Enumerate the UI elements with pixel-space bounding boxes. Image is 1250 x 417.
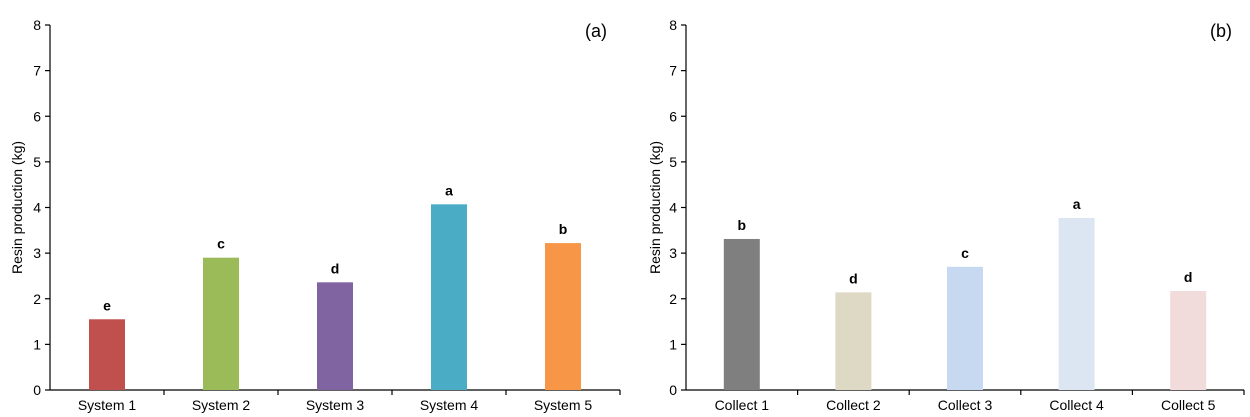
x-category-label: System 2	[192, 397, 251, 413]
significance-letter: e	[103, 297, 111, 313]
panel-a-chart: 0 1 2 3 4 5 6 7 8 Resin production (kg) (a) e System…	[9, 17, 621, 413]
panel-b-chart: 0 1 2 3 4 5 6 7 8 Resin production (kg) (b) b Collec…	[647, 17, 1245, 413]
x-category-label: Collect 4	[1049, 397, 1104, 413]
y-tick-label: 4	[33, 200, 41, 216]
x-category-label: System 1	[78, 397, 137, 413]
y-axis-title: Resin production (kg)	[647, 141, 663, 274]
significance-letter: c	[961, 245, 969, 261]
significance-letter: d	[1184, 269, 1193, 285]
bar-system-5	[545, 243, 581, 390]
y-tick-label: 4	[669, 200, 677, 216]
bar-system-1	[89, 319, 125, 390]
y-tick-label: 5	[669, 154, 677, 170]
bar-collect-3	[947, 266, 983, 390]
x-category-label: System 3	[306, 397, 365, 413]
y-tick-label: 3	[669, 245, 677, 261]
y-tick-label: 6	[33, 108, 41, 124]
significance-letter: b	[559, 221, 568, 237]
y-tick-label: 1	[33, 336, 41, 352]
bar-collect-4	[1058, 217, 1095, 390]
y-tick-label: 0	[33, 382, 41, 398]
x-category-label: System 5	[534, 397, 593, 413]
bar-system-2	[203, 257, 239, 390]
y-tick-label: 6	[669, 108, 677, 124]
significance-letter: d	[331, 260, 340, 276]
y-tick-label: 2	[33, 291, 41, 307]
bar-system-4	[431, 204, 467, 390]
y-tick-label: 3	[33, 245, 41, 261]
y-tick-label: 7	[33, 63, 41, 79]
significance-letter: a	[1073, 196, 1081, 212]
x-category-label: Collect 3	[938, 397, 993, 413]
panel-label: (a)	[585, 21, 607, 41]
y-tick-label: 8	[669, 17, 677, 33]
bar-system-3	[317, 282, 353, 390]
x-category-label: Collect 2	[826, 397, 881, 413]
significance-letter: a	[445, 182, 453, 198]
bar-collect-2	[835, 292, 872, 390]
panel-label: (b)	[1210, 21, 1232, 41]
significance-letter: c	[217, 236, 225, 252]
y-tick-label: 7	[669, 63, 677, 79]
significance-letter: d	[849, 270, 858, 286]
bar-collect-1	[723, 238, 760, 390]
y-tick-label: 0	[669, 382, 677, 398]
x-category-label: System 4	[420, 397, 479, 413]
significance-letter: b	[738, 217, 747, 233]
y-tick-label: 8	[33, 17, 41, 33]
bar-collect-5	[1170, 290, 1207, 390]
y-tick-label: 5	[33, 154, 41, 170]
x-category-label: Collect 1	[715, 397, 770, 413]
y-tick-label: 1	[669, 336, 677, 352]
x-category-label: Collect 5	[1161, 397, 1216, 413]
y-axis-title: Resin production (kg)	[9, 141, 25, 274]
y-tick-label: 2	[669, 291, 677, 307]
